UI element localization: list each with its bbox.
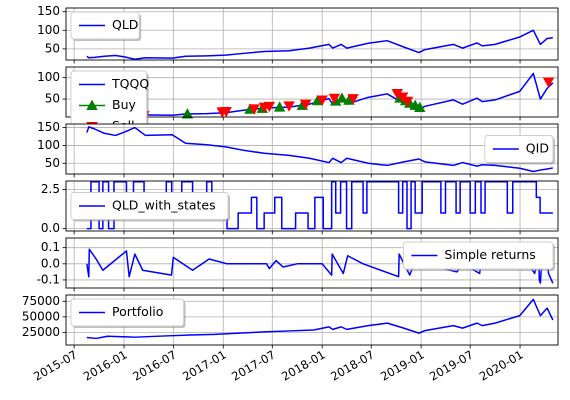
buy-marker	[273, 101, 286, 112]
series-line-qid	[86, 126, 553, 173]
x-tick-label: 2017-01	[180, 347, 229, 383]
panel-qld-frame	[65, 7, 559, 61]
sell-marker	[347, 94, 359, 105]
series-line-portfolio	[86, 298, 554, 340]
sell-marker	[401, 96, 414, 108]
y-tick-label-portfolio: 50000	[22, 309, 60, 323]
series-line-qld	[86, 29, 553, 60]
x-tick-label: 2019-01	[378, 347, 427, 383]
legend-box	[70, 192, 229, 220]
y-tick-label-tqqq: 50	[45, 92, 60, 106]
legend-label: QLD	[112, 17, 138, 32]
y-tick-label-qld: 150	[37, 4, 60, 18]
y-tick-label-portfolio: 25000	[22, 325, 60, 339]
panel-returns-frame	[65, 237, 559, 289]
y-tick-label-returns: 0.0	[41, 256, 60, 270]
legend-label: Buy	[112, 97, 136, 112]
buy-marker	[181, 108, 194, 119]
panel-tqqq-frame	[65, 66, 559, 118]
y-tick-label-qid: 100	[37, 138, 60, 152]
x-tick-label: 2020-01	[477, 347, 526, 383]
legend-box	[484, 135, 554, 163]
sell-marker	[248, 104, 260, 115]
buy-marker	[414, 101, 426, 113]
panel-qld-background	[66, 8, 558, 60]
y-tick-label-qid: 50	[45, 156, 60, 170]
legend-buy-marker-icon	[86, 99, 98, 110]
legend-label: Simple returns	[444, 247, 535, 262]
x-tick-label: 2015-07	[31, 347, 80, 383]
series-line-returns	[86, 246, 554, 284]
sell-marker	[283, 101, 295, 112]
y-tick-label-returns: -0.1	[37, 272, 60, 286]
x-tick-label: 2018-07	[328, 347, 377, 383]
sell-marker	[263, 101, 276, 113]
y-tick-label-qid: 150	[37, 120, 60, 134]
y-tick-label-returns: 0.1	[41, 240, 60, 254]
sell-marker	[299, 99, 312, 110]
legend-label: QLD_with_states	[112, 198, 216, 213]
buy-marker	[336, 92, 348, 103]
sell-marker	[542, 77, 555, 88]
panel-states-frame	[65, 180, 559, 232]
y-tick-label-tqqq: 100	[37, 70, 60, 84]
legend-box	[70, 11, 140, 40]
sell-marker	[220, 106, 232, 118]
y-tick-label-states: 2.5	[41, 182, 60, 196]
y-tick-label-qld: 50	[45, 41, 60, 55]
x-tick-label: 2019-07	[427, 347, 476, 383]
x-tick-label: 2017-07	[229, 347, 278, 383]
panel-portfolio-frame	[65, 294, 559, 346]
legend-label: QID	[526, 141, 549, 156]
legend-box	[70, 298, 185, 327]
y-tick-label-states: 0.0	[41, 221, 60, 235]
x-tick-label: 2016-01	[81, 347, 130, 383]
x-tick-label: 2018-01	[279, 347, 328, 383]
legend-box	[402, 241, 554, 270]
legend-label: Portfolio	[112, 304, 163, 319]
x-tick-label: 2016-07	[130, 347, 179, 383]
y-tick-label-portfolio: 75000	[22, 294, 60, 308]
y-tick-label-qld: 100	[37, 23, 60, 37]
legend-label: TQQQ	[111, 76, 149, 91]
sell-marker	[316, 95, 328, 106]
sell-marker	[328, 93, 341, 105]
panel-qid-frame	[65, 123, 559, 175]
